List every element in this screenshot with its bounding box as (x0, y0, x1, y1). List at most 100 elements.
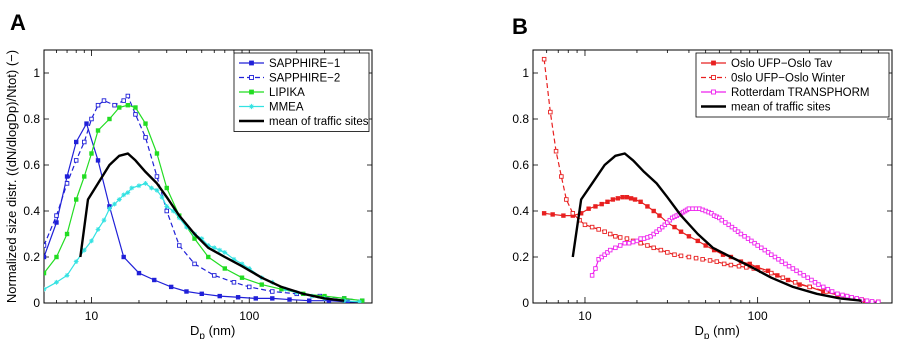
data-point (548, 109, 553, 115)
legend-entry: SAPPHIRE−1 (269, 58, 340, 70)
data-point (270, 289, 275, 294)
data-point (192, 236, 197, 241)
data-point (133, 105, 138, 110)
data-point (559, 174, 564, 179)
data-point (341, 298, 347, 303)
data-point (703, 243, 708, 248)
series-2 (44, 103, 365, 303)
data-point (667, 217, 673, 223)
axes-box (43, 49, 373, 304)
data-point (844, 293, 850, 299)
data-point (645, 243, 650, 248)
data-point (752, 240, 757, 246)
data-point (192, 261, 197, 267)
data-point (776, 257, 781, 262)
data-point (206, 254, 211, 260)
legend-marker (249, 60, 254, 66)
data-point (840, 292, 845, 298)
data-point (700, 257, 705, 262)
data-point (553, 148, 559, 154)
data-point (125, 103, 131, 108)
data-point (246, 266, 252, 271)
data-point (270, 296, 275, 301)
data-point (876, 299, 881, 303)
data-point (686, 206, 692, 211)
data-point (632, 197, 638, 202)
data-point (143, 181, 148, 186)
data-point (780, 275, 786, 280)
data-point (728, 262, 734, 268)
series-2 (589, 206, 881, 303)
data-point (170, 208, 176, 214)
y-tick-label: 0.6 (23, 158, 40, 172)
data-point (143, 121, 148, 126)
data-point (73, 259, 79, 264)
data-point (821, 284, 826, 290)
data-point (762, 247, 768, 253)
panel-b: B 10 100 0 0.2 0.4 0.6 0.8 1 Dp (nm) Oslo UFP−Oslo… (512, 14, 893, 339)
data-point (259, 282, 264, 287)
data-point (807, 284, 812, 290)
data-point (107, 206, 112, 212)
data-point (797, 282, 802, 287)
legend-marker (249, 75, 254, 80)
data-point (121, 98, 126, 103)
legend-marker (248, 103, 255, 110)
data-point (628, 196, 634, 201)
data-point (729, 224, 735, 230)
data-point (44, 254, 47, 260)
data-point (74, 139, 79, 145)
data-point (205, 243, 211, 248)
series-line (571, 152, 862, 302)
data-point (239, 275, 245, 280)
data-point (64, 231, 70, 237)
data-point (593, 204, 598, 209)
data-point (73, 158, 79, 163)
data-point (589, 273, 595, 278)
data-point (541, 211, 547, 216)
data-point (721, 261, 727, 267)
data-point (82, 139, 87, 145)
series-4 (79, 152, 345, 302)
data-point (657, 213, 662, 218)
data-point (154, 174, 160, 179)
legend-entry: mean of traffic sites (731, 102, 831, 114)
data-point (101, 98, 107, 103)
data-point (596, 257, 601, 262)
data-point (231, 280, 237, 285)
data-point (658, 247, 664, 253)
data-point (54, 254, 59, 260)
data-point (154, 187, 160, 193)
data-point (630, 239, 636, 245)
data-point (620, 194, 625, 200)
data-point (95, 227, 101, 232)
data-point (211, 273, 217, 278)
data-point (561, 213, 566, 218)
y-tick-label: 0 (522, 296, 529, 310)
data-point (678, 253, 684, 259)
data-point (638, 199, 643, 204)
data-point (717, 215, 722, 221)
axes-box (532, 49, 893, 304)
data-point (714, 259, 720, 264)
data-point (582, 222, 588, 228)
data-point (596, 227, 601, 232)
series-line (44, 104, 363, 302)
x-axis-label-main: D (695, 323, 704, 338)
panel-a: A 10 100 0 0.2 0.4 0.6 0.8 1 Dp (nm) Normalized si… (4, 10, 373, 339)
data-point (657, 227, 662, 232)
legend-entry: LIPIKA (269, 87, 305, 99)
data-point (648, 234, 653, 239)
data-point (665, 250, 670, 255)
data-point (107, 116, 112, 122)
data-point (570, 211, 576, 216)
data-point (864, 298, 870, 303)
data-point (662, 222, 668, 228)
data-point (54, 279, 59, 285)
x-tick-label: 100 (239, 309, 259, 323)
data-point (287, 297, 292, 302)
legend-entry: mean of traffic sites (269, 116, 369, 128)
data-point (672, 224, 677, 230)
data-point (84, 121, 89, 126)
